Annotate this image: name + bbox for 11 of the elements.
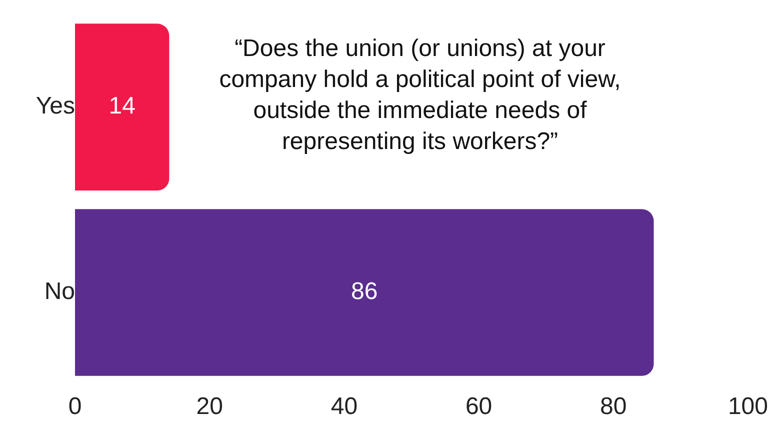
x-tick-label: 100: [728, 393, 768, 420]
y-tick-label: No: [44, 278, 75, 306]
x-tick-label: 80: [600, 393, 627, 420]
data-label: 14: [108, 92, 136, 120]
x-tick-label: 60: [465, 393, 492, 420]
x-tick-label: 0: [68, 393, 82, 420]
text: “Does the union (or unions) at your company hold a political point of view, outside the immediate needs of representing its workers?”: [218, 34, 622, 157]
y-tick-label: Yes: [36, 92, 75, 120]
x-tick-label: 40: [330, 393, 358, 420]
data-label: 86: [351, 278, 378, 306]
x-tick-label: 20: [196, 393, 223, 420]
